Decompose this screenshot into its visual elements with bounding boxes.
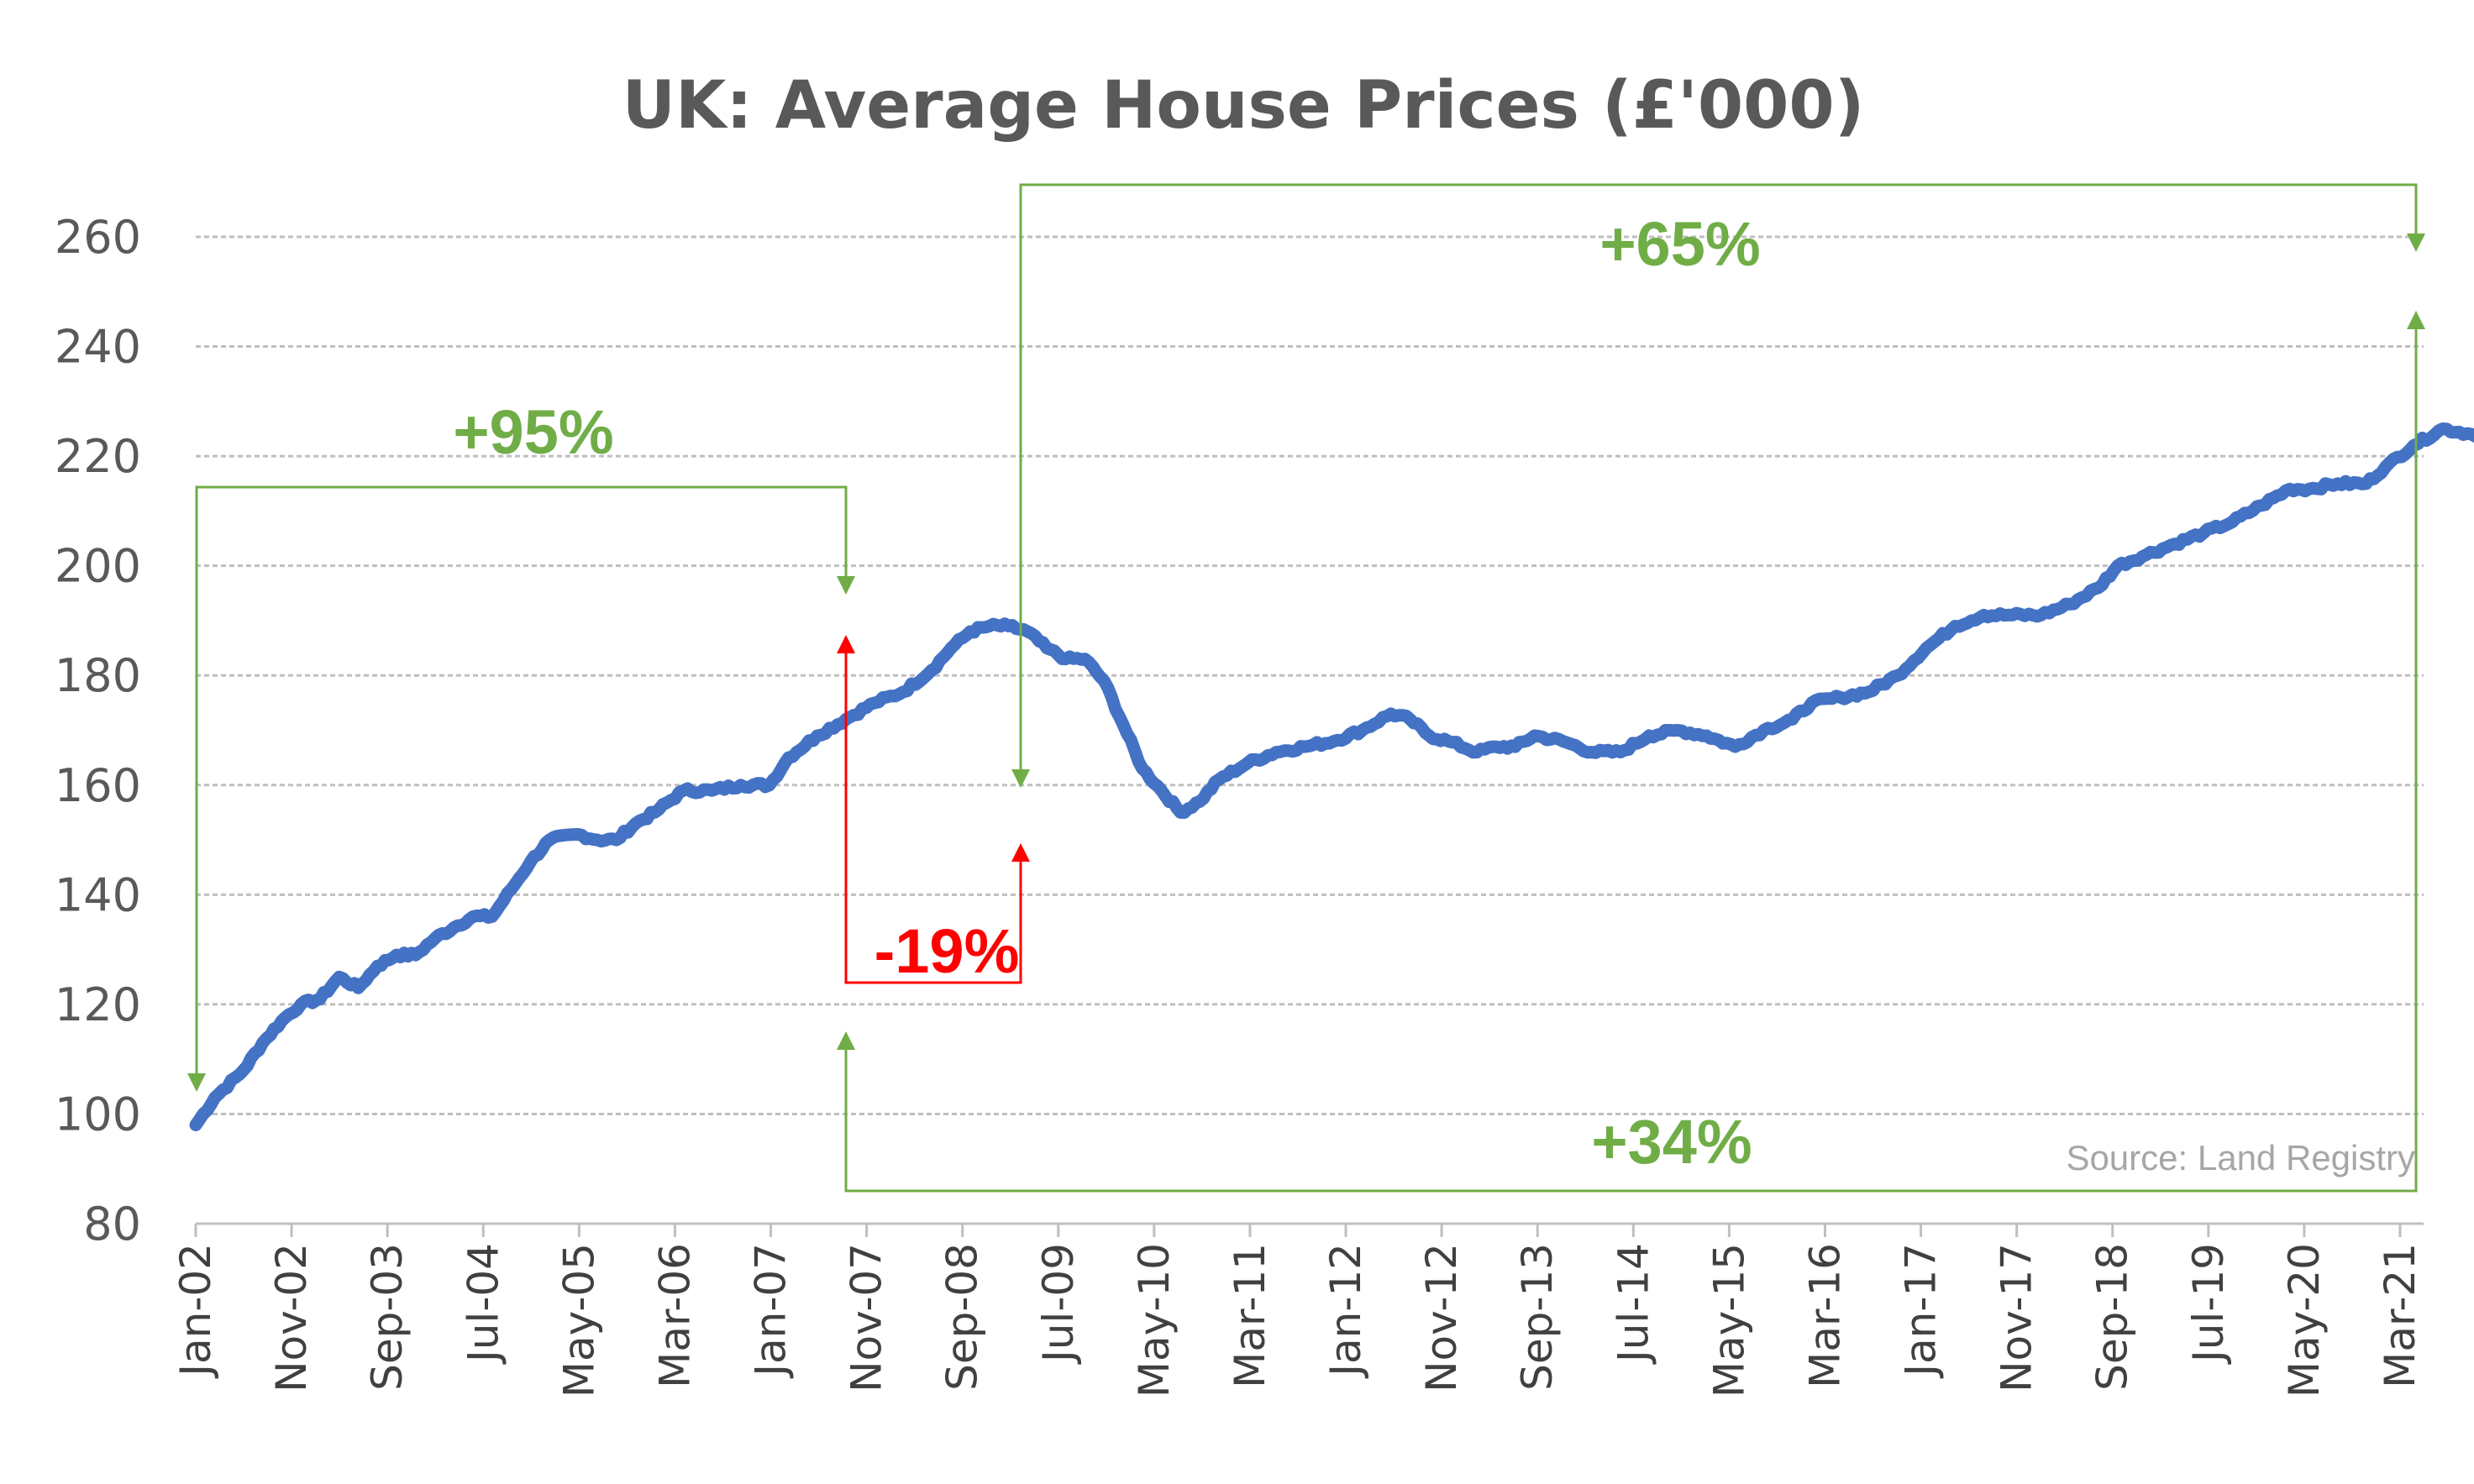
y-tick-label: 260 <box>55 211 141 264</box>
price-series-line <box>189 422 2474 1131</box>
x-tick-label: Jan-17 <box>1897 1243 1946 1379</box>
bracket-plus-65 <box>1019 183 2418 773</box>
y-tick-label: 220 <box>55 430 141 483</box>
x-tick-label: Mar-21 <box>2376 1243 2424 1388</box>
x-tick-label: Nov-02 <box>267 1243 316 1392</box>
x-tick-label: Nov-07 <box>843 1243 891 1392</box>
arrow-head <box>187 1073 206 1092</box>
arrow-head <box>2407 233 2425 252</box>
annotation-minus-19: -19% <box>875 916 1020 986</box>
x-tick-label: Sep-18 <box>2088 1243 2137 1391</box>
y-tick-label: 80 <box>83 1198 141 1251</box>
x-tick-label: May-10 <box>1130 1243 1179 1397</box>
x-tick-label: Jan-12 <box>1321 1243 1370 1379</box>
arrow-head <box>837 1031 855 1050</box>
arrow-head <box>1011 843 1030 862</box>
y-tick-label: 160 <box>55 759 141 812</box>
y-tick-label: 240 <box>55 321 141 374</box>
y-tick-label: 200 <box>55 540 141 593</box>
x-tick-label: Mar-16 <box>1800 1243 1849 1388</box>
y-tick-label: 180 <box>55 649 141 702</box>
bracket-minus-19 <box>844 648 1022 984</box>
x-tick-label: Sep-13 <box>1513 1243 1562 1391</box>
bracket-plus-95 <box>195 485 848 1077</box>
x-tick-label: Jul-04 <box>459 1243 507 1365</box>
x-tick-label: Nov-17 <box>1993 1243 2041 1392</box>
y-tick-label: 100 <box>55 1088 141 1141</box>
x-tick-label: Sep-03 <box>363 1243 412 1391</box>
series-layer <box>189 422 2474 1131</box>
x-tick-label: Mar-06 <box>650 1243 699 1388</box>
x-tick-label: Jul-09 <box>1034 1243 1083 1365</box>
arrow-head <box>1011 769 1030 788</box>
x-tick-label: Jul-14 <box>1609 1243 1657 1365</box>
arrow-head <box>2407 311 2425 329</box>
arrow-head <box>837 576 855 595</box>
arrow-head <box>837 635 855 653</box>
y-tick-label: 120 <box>55 978 141 1031</box>
x-tick-label: May-05 <box>554 1243 603 1397</box>
axes: 80 100 120 140 160 180 200 220 240 260 Jan-02 Nov-0… <box>55 211 2424 1397</box>
x-tick-label: Sep-08 <box>938 1243 987 1391</box>
x-tick-label: Jul-19 <box>2184 1243 2233 1365</box>
x-tick-label: Jan-02 <box>171 1243 220 1379</box>
chart-title: UK: Average House Prices (£'000) <box>622 68 1865 144</box>
x-tick-label: May-15 <box>1704 1243 1753 1397</box>
y-tick-label: 140 <box>55 868 141 921</box>
annotation-plus-34: +34% <box>1591 1107 1752 1177</box>
x-tick-label: May-20 <box>2280 1243 2329 1397</box>
x-tick-label: Mar-11 <box>1226 1243 1274 1388</box>
x-tick-label: Nov-12 <box>1417 1243 1466 1392</box>
bracket-plus-34 <box>844 326 2418 1193</box>
annotation-brackets <box>187 183 2425 1193</box>
annotation-plus-95: +95% <box>453 397 613 467</box>
gridlines <box>196 235 2424 1115</box>
annotation-plus-65: +65% <box>1599 209 1760 279</box>
annotation-labels: +95% -19% +65% +34% <box>453 209 1760 1177</box>
x-tick-label: Jan-07 <box>747 1243 796 1379</box>
source-note: Source: Land Registry <box>2066 1138 2415 1177</box>
